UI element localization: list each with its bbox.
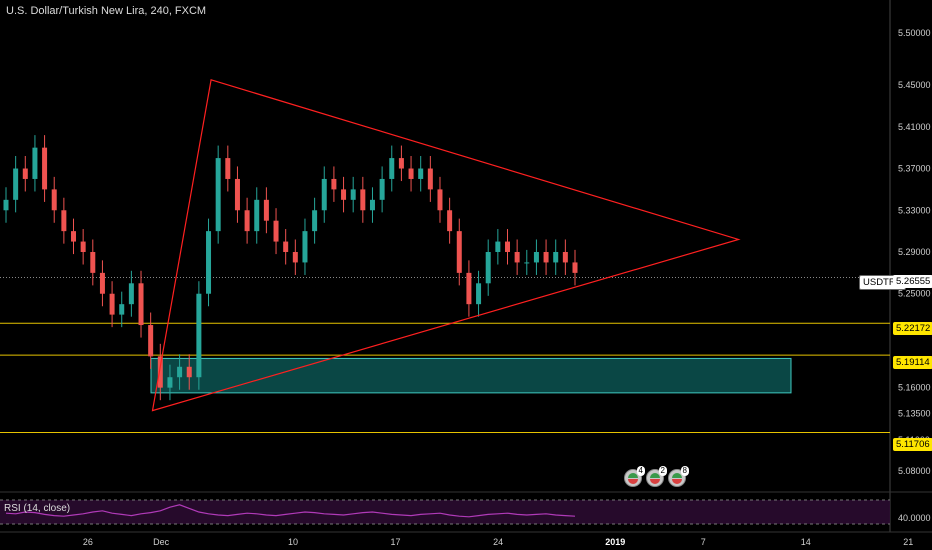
- candle-body: [369, 199, 375, 211]
- candle-body: [157, 356, 163, 388]
- candle-body: [244, 210, 250, 232]
- candle-body: [273, 220, 279, 242]
- candle-body: [90, 252, 96, 273]
- x-tick-label: Dec: [153, 537, 170, 547]
- event-icon-1[interactable]: 4: [624, 466, 645, 487]
- candle-body: [99, 272, 105, 294]
- y-tick-label: 5.45000: [898, 80, 931, 90]
- triangle-pattern: [151, 79, 741, 412]
- candle-body: [22, 168, 28, 179]
- x-tick-label: 10: [288, 537, 298, 547]
- candle-body: [495, 241, 501, 252]
- y-tick-label: 5.41000: [898, 122, 931, 132]
- candle-body: [283, 241, 289, 252]
- x-tick-label: 26: [83, 537, 93, 547]
- event-count-1: 4: [636, 466, 645, 476]
- y-tick-label: 5.16000: [898, 383, 931, 393]
- candle-body: [61, 210, 67, 232]
- candle-body: [3, 199, 9, 211]
- candle-body: [456, 231, 462, 273]
- x-tick-label: 17: [391, 537, 401, 547]
- candle-body: [80, 241, 86, 252]
- candle-body: [466, 272, 472, 305]
- level-tag-3: 5.11706: [893, 438, 932, 451]
- rsi-label: RSI (14, close): [4, 503, 71, 514]
- candle-body: [476, 283, 482, 305]
- candle-body: [167, 377, 173, 388]
- x-tick-label: 24: [493, 537, 503, 547]
- rsi-line: [5, 504, 576, 518]
- y-tick-label: 5.08000: [898, 466, 931, 476]
- candle-body: [350, 189, 356, 200]
- event-badges: 4 2 8: [624, 466, 689, 487]
- candle-body: [206, 231, 212, 294]
- last-price-tag: 5.26555: [893, 275, 932, 288]
- rsi-band: [0, 500, 890, 524]
- event-count-2: 2: [658, 466, 667, 476]
- candle-body: [32, 147, 38, 179]
- candle-body: [177, 366, 183, 378]
- x-tick-label: 2019: [605, 537, 625, 547]
- candle-body: [13, 168, 19, 200]
- y-tick-label: 5.13500: [898, 409, 931, 419]
- candle-body: [418, 168, 424, 179]
- candle-body: [543, 252, 549, 263]
- candle-body: [398, 158, 404, 169]
- candle-body: [408, 168, 414, 179]
- candle-body: [389, 158, 395, 179]
- level-tag-2: 5.19114: [893, 356, 932, 369]
- x-tick-label: 14: [801, 537, 811, 547]
- candle-body: [51, 189, 57, 211]
- y-tick-label: 5.50000: [898, 28, 931, 38]
- event-icon-2[interactable]: 2: [646, 466, 667, 487]
- candle-body: [302, 231, 308, 263]
- candle-body: [215, 158, 221, 232]
- event-count-3: 8: [680, 466, 689, 476]
- y-tick-label: 5.33000: [898, 205, 931, 215]
- demand-zone: [150, 357, 792, 394]
- candle-body: [109, 293, 115, 315]
- event-icon-3[interactable]: 8: [668, 466, 689, 487]
- candle-body: [119, 304, 125, 315]
- candle-body: [321, 178, 327, 211]
- candle-body: [447, 210, 453, 232]
- candle-body: [71, 231, 77, 242]
- y-tick-label: 5.25000: [898, 289, 931, 299]
- candle-body: [148, 325, 154, 357]
- candle-body: [485, 252, 491, 284]
- candle-body: [562, 252, 568, 263]
- candle-body: [42, 147, 48, 190]
- rsi-tick-label: 40.0000: [898, 513, 931, 523]
- candle-body: [553, 252, 559, 263]
- x-tick-label: 7: [701, 537, 706, 547]
- candle-body: [533, 252, 539, 263]
- candle-body: [331, 178, 337, 190]
- candle-body: [514, 252, 520, 263]
- candle-body: [360, 189, 366, 211]
- candle-body: [437, 189, 443, 211]
- candle-body: [292, 252, 298, 263]
- y-tick-label: 5.37000: [898, 164, 931, 174]
- candle-body: [196, 293, 202, 378]
- candle-body: [138, 283, 144, 326]
- candle-body: [312, 210, 318, 232]
- candle-body: [572, 262, 578, 273]
- candle-body: [186, 366, 192, 378]
- candle-body: [524, 262, 530, 264]
- candle-body: [225, 158, 231, 179]
- candle-body: [254, 199, 260, 232]
- level-tag-1: 5.22172: [893, 322, 932, 335]
- chart-title: U.S. Dollar/Turkish New Lira, 240, FXCM: [6, 5, 207, 17]
- candle-body: [263, 199, 269, 221]
- candle-body: [341, 189, 347, 200]
- candle-body: [128, 283, 134, 305]
- candle-body: [504, 241, 510, 252]
- y-tick-label: 5.29000: [898, 247, 931, 257]
- candle-body: [427, 168, 433, 190]
- candle-body: [234, 178, 240, 211]
- candle-body: [379, 178, 385, 200]
- x-tick-label: 21: [903, 537, 913, 547]
